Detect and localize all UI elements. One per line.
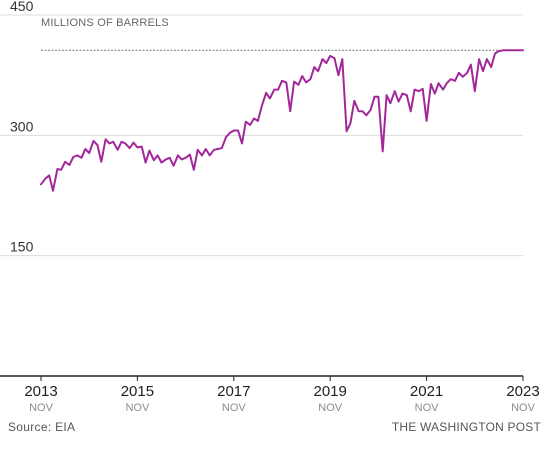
x-tick-month-label: NOV <box>511 402 536 414</box>
x-tick-year-label: 2015 <box>121 383 154 400</box>
x-tick-month-label: NOV <box>318 402 343 414</box>
x-tick-month-label: NOV <box>222 402 247 414</box>
source-note: Source: EIA <box>8 420 76 434</box>
y-axis-unit-label: MILLIONS OF BARRELS <box>41 17 169 29</box>
chart-grid <box>0 14 523 257</box>
y-tick-label: 150 <box>10 239 34 255</box>
x-axis-ticks: 2013 NOV 2015 NOV 2017 NOV 2019 NOV 2021 NOV 2023 N… <box>24 376 540 414</box>
y-tick-label: 300 <box>10 118 34 134</box>
y-axis-ticks: 150 300 450 <box>10 0 34 255</box>
x-tick-year-label: 2013 <box>24 383 57 400</box>
publisher-credit: THE WASHINGTON POST <box>391 420 541 434</box>
x-tick-year-label: 2021 <box>410 383 443 400</box>
x-tick-year-label: 2017 <box>217 383 250 400</box>
x-tick-year-label: 2023 <box>506 383 539 400</box>
y-tick-label: 450 <box>10 0 34 14</box>
x-tick-month-label: NOV <box>125 402 150 414</box>
series-line <box>40 49 524 192</box>
x-tick-month-label: NOV <box>29 402 54 414</box>
x-tick-year-label: 2019 <box>314 383 347 400</box>
x-tick-month-label: NOV <box>415 402 440 414</box>
